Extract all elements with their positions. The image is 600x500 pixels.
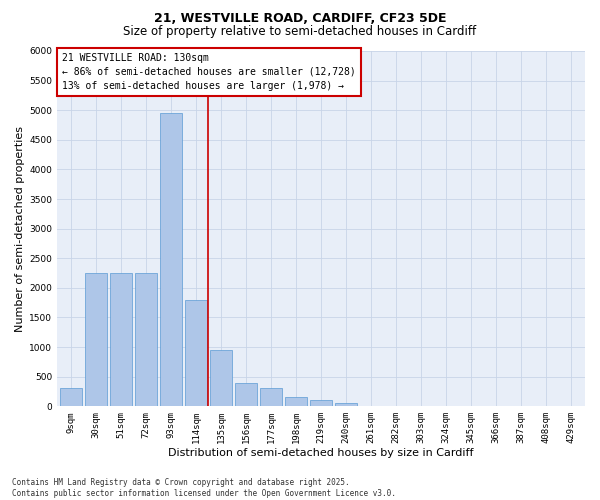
Bar bbox=[260, 388, 282, 406]
Bar bbox=[185, 300, 207, 406]
Text: 21, WESTVILLE ROAD, CARDIFF, CF23 5DE: 21, WESTVILLE ROAD, CARDIFF, CF23 5DE bbox=[154, 12, 446, 26]
Bar bbox=[134, 273, 157, 406]
Text: 21 WESTVILLE ROAD: 130sqm
← 86% of semi-detached houses are smaller (12,728)
13%: 21 WESTVILLE ROAD: 130sqm ← 86% of semi-… bbox=[62, 53, 356, 91]
Bar bbox=[160, 113, 182, 406]
X-axis label: Distribution of semi-detached houses by size in Cardiff: Distribution of semi-detached houses by … bbox=[168, 448, 474, 458]
Bar bbox=[110, 273, 132, 406]
Bar bbox=[310, 400, 332, 406]
Y-axis label: Number of semi-detached properties: Number of semi-detached properties bbox=[15, 126, 25, 332]
Bar bbox=[85, 273, 107, 406]
Bar bbox=[209, 350, 232, 406]
Bar bbox=[59, 388, 82, 406]
Bar bbox=[285, 398, 307, 406]
Text: Size of property relative to semi-detached houses in Cardiff: Size of property relative to semi-detach… bbox=[124, 25, 476, 38]
Text: Contains HM Land Registry data © Crown copyright and database right 2025.
Contai: Contains HM Land Registry data © Crown c… bbox=[12, 478, 396, 498]
Bar bbox=[235, 382, 257, 406]
Bar bbox=[335, 403, 357, 406]
